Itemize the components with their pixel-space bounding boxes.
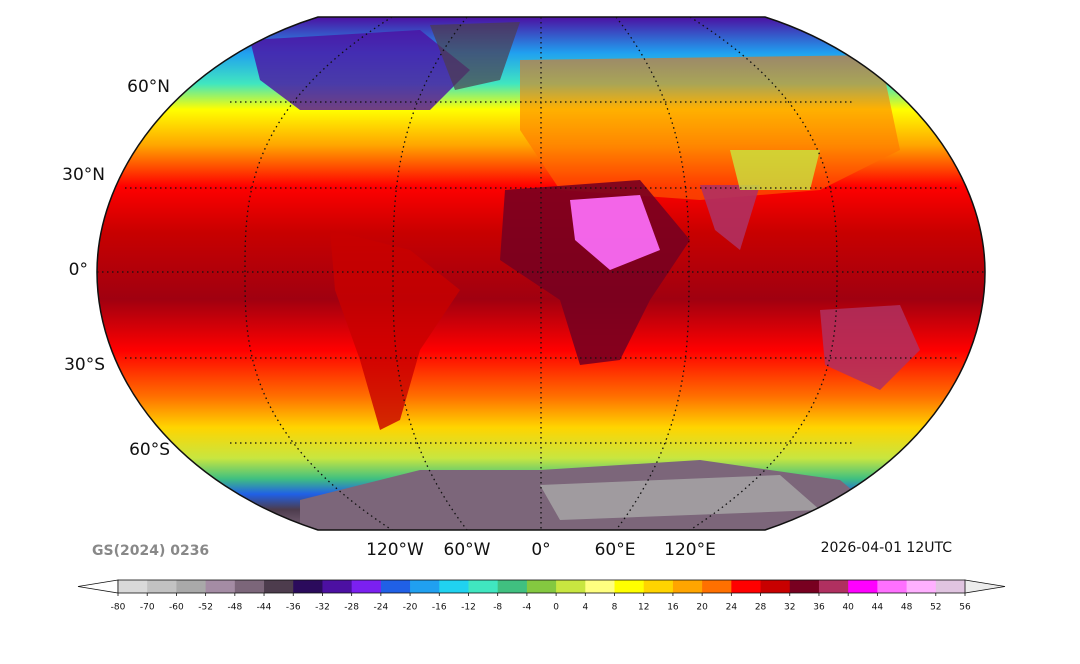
colorbar-over: [964, 579, 1006, 594]
lon-label: 120°E: [664, 540, 716, 560]
lon-label: 0°: [531, 540, 550, 560]
colorbar-segment: [176, 580, 207, 593]
lon-label: 120°W: [366, 540, 424, 560]
colorbar-tick-label: -52: [198, 603, 213, 613]
temperature-field: [97, 17, 985, 530]
colorbar-tick-label: -32: [315, 603, 330, 613]
colorbar-tick-label: -36: [286, 603, 301, 613]
colorbar-segment: [497, 580, 528, 593]
colorbar-segment: [877, 580, 907, 593]
colorbar-tick-label: 4: [582, 603, 588, 613]
colorbar-segment: [410, 580, 440, 593]
lat-label: 30°N: [62, 165, 105, 185]
colorbar: -80 -70 -60 -52 -48 -44 -36 -32 -28 -24 -20 -16 -12-…: [77, 579, 1006, 613]
colorbar-tick-label: -70: [140, 603, 155, 613]
colorbar-segment: [643, 580, 674, 593]
colorbar-tick-label: -12: [461, 603, 476, 613]
colorbar-segment: [351, 580, 382, 593]
colorbar-segment: [935, 580, 966, 593]
colorbar-tick-label: -48: [227, 603, 242, 613]
colorbar-segment: [789, 580, 820, 593]
colorbar-segment: [731, 580, 761, 593]
colorbar-segment: [702, 580, 732, 593]
colorbar-tick-label: -4: [522, 603, 531, 613]
colorbar-tick-label: -8: [493, 603, 502, 613]
colorbar-tick-label: 56: [959, 603, 971, 613]
colorbar-tick-label: -20: [403, 603, 418, 613]
colorbar-segment: [526, 580, 557, 593]
colorbar-segment: [147, 580, 177, 593]
colorbar-tick-label: 44: [872, 603, 884, 613]
colorbar-segment: [585, 580, 615, 593]
colorbar-segment: [264, 580, 294, 593]
colorbar-tick-label: 52: [930, 603, 941, 613]
colorbar-segment: [760, 580, 791, 593]
colorbar-tick-label: 16: [667, 603, 679, 613]
lat-label: 60°N: [127, 77, 170, 97]
source-label: GS(2024) 0236: [92, 543, 209, 559]
colorbar-tick-label: -16: [432, 603, 447, 613]
colorbar-under: [77, 579, 119, 594]
colorbar-segment: [234, 580, 265, 593]
graticule: [97, 16, 985, 531]
colorbar-segment: [205, 580, 236, 593]
lon-label: 60°W: [444, 540, 491, 560]
lon-label: 60°E: [595, 540, 636, 560]
timestamp: 2026-04-01 12UTC: [821, 540, 953, 556]
colorbar-segment: [468, 580, 499, 593]
colorbar-tick-label: -80: [111, 603, 126, 613]
lat-label: 60°S: [129, 440, 170, 460]
colorbar-tick-label: 20: [696, 603, 708, 613]
colorbar-segment: [614, 580, 645, 593]
map-frame: [96, 16, 986, 531]
colorbar-tick-label: 32: [784, 603, 795, 613]
colorbar-tick-label: -28: [344, 603, 359, 613]
colorbar-segment: [439, 580, 469, 593]
colorbar-segment: [118, 580, 148, 593]
colorbar-segment: [818, 580, 849, 593]
colorbar-segment: [848, 580, 878, 593]
colorbar-tick-label: -24: [374, 603, 389, 613]
colorbar-tick-label: 28: [755, 603, 767, 613]
colorbar-frame: [117, 579, 966, 594]
colorbar-segment: [672, 580, 703, 593]
colorbar-tick-label: 36: [813, 603, 825, 613]
colorbar-segment: [380, 580, 411, 593]
colorbar-tick-label: 8: [612, 603, 618, 613]
colorbar-tick-label: -60: [169, 603, 184, 613]
colorbar-tick-label: 48: [901, 603, 913, 613]
colorbar-segment: [293, 580, 323, 593]
colorbar-tick-label: 0: [553, 603, 559, 613]
lat-label: 30°S: [64, 355, 105, 375]
colorbar-tick-label: 40: [842, 603, 854, 613]
colorbar-segment: [906, 580, 937, 593]
lat-label: 0°: [69, 260, 88, 280]
colorbar-tick-label: 12: [638, 603, 649, 613]
colorbar-segment: [556, 580, 586, 593]
colorbar-tick-label: 24: [726, 603, 738, 613]
colorbar-tick-label: -44: [257, 603, 272, 613]
colorbar-segment: [322, 580, 353, 593]
